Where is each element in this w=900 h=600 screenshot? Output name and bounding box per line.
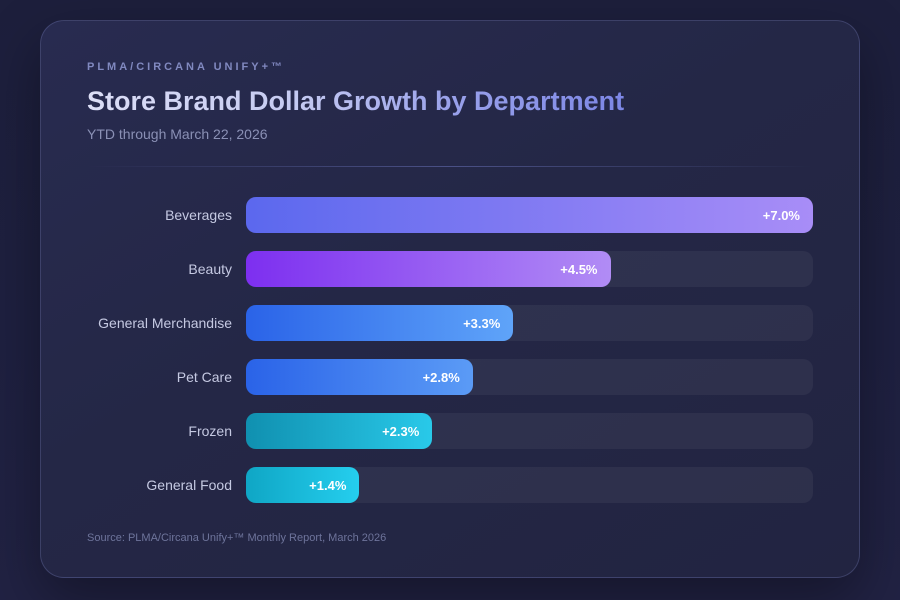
bar-track: +4.5% xyxy=(246,251,813,287)
bar-track: +2.8% xyxy=(246,359,813,395)
chart-row: Frozen +2.3% xyxy=(87,413,813,449)
category-label: Frozen xyxy=(188,423,232,439)
chart-row: Beauty +4.5% xyxy=(87,251,813,287)
bar-beauty: +4.5% xyxy=(246,251,611,287)
bar-chart: Beverages +7.0% Beauty +4.5% General Mer… xyxy=(87,197,813,503)
report-eyebrow: PLMA/CIRCANA UNIFY+™ xyxy=(87,61,286,73)
chart-row: Beverages +7.0% xyxy=(87,197,813,233)
bar-track: +1.4% xyxy=(246,467,813,503)
bar-value-label: +1.4% xyxy=(309,477,347,493)
category-label: General Merchandise xyxy=(98,315,232,331)
page-title: Store Brand Dollar Growth by Department xyxy=(87,86,625,116)
header-divider xyxy=(87,166,813,167)
bar-value-label: +4.5% xyxy=(560,261,598,277)
bar-beverages: +7.0% xyxy=(246,197,813,233)
bar-track: +7.0% xyxy=(246,197,813,233)
bar-track: +3.3% xyxy=(246,305,813,341)
report-subtitle: YTD through March 22, 2026 xyxy=(87,126,268,142)
bar-value-label: +3.3% xyxy=(463,315,501,331)
bar-pet-care: +2.8% xyxy=(246,359,473,395)
bar-track: +2.3% xyxy=(246,413,813,449)
category-label: Pet Care xyxy=(176,369,232,385)
bar-value-label: +2.8% xyxy=(422,369,460,385)
bar-general-merchandise: +3.3% xyxy=(246,305,514,341)
bar-value-label: +2.3% xyxy=(382,423,420,439)
chart-row: General Food +1.4% xyxy=(87,467,813,503)
bar-frozen: +2.3% xyxy=(246,413,433,449)
bar-general-food: +1.4% xyxy=(246,467,360,503)
category-label: Beauty xyxy=(188,261,232,277)
report-card: PLMA/CIRCANA UNIFY+™ Store Brand Dollar … xyxy=(40,20,860,578)
chart-row: Pet Care +2.8% xyxy=(87,359,813,395)
source-note: Source: PLMA/Circana Unify+™ Monthly Rep… xyxy=(87,532,387,544)
category-label: General Food xyxy=(146,477,232,493)
chart-row: General Merchandise +3.3% xyxy=(87,305,813,341)
bar-value-label: +7.0% xyxy=(762,207,800,223)
category-label: Beverages xyxy=(165,207,232,223)
